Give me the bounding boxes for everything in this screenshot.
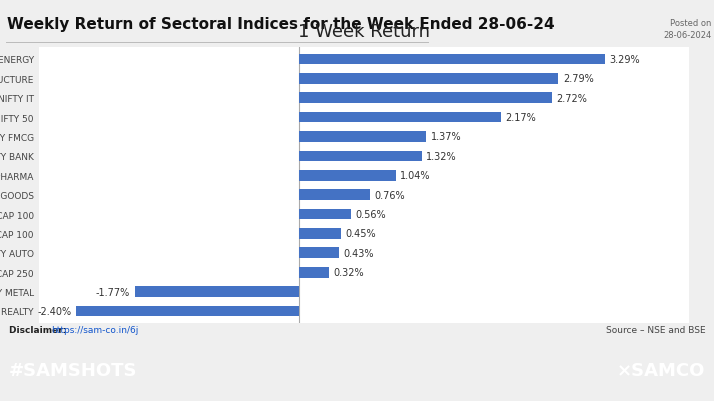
Text: -1.77%: -1.77% bbox=[96, 287, 130, 297]
Text: Weekly Return of Sectoral Indices for the Week Ended 28-06-24: Weekly Return of Sectoral Indices for th… bbox=[7, 16, 555, 32]
Text: 0.43%: 0.43% bbox=[343, 248, 374, 258]
Bar bbox=[299, 132, 426, 142]
Text: 0.56%: 0.56% bbox=[356, 209, 386, 219]
Bar bbox=[299, 248, 339, 259]
Bar bbox=[299, 151, 422, 162]
Text: #SAMSHOTS: #SAMSHOTS bbox=[9, 361, 137, 379]
Bar bbox=[135, 287, 299, 297]
Bar bbox=[299, 229, 341, 239]
Bar bbox=[299, 74, 558, 84]
Text: 3.29%: 3.29% bbox=[609, 55, 640, 65]
Text: -2.40%: -2.40% bbox=[38, 306, 71, 316]
Text: ×SAMCO: ×SAMCO bbox=[617, 361, 705, 379]
Text: https://sam-co.in/6j: https://sam-co.in/6j bbox=[51, 325, 139, 334]
Bar bbox=[299, 93, 552, 104]
Text: 2.72%: 2.72% bbox=[556, 93, 587, 103]
Text: Source – NSE and BSE: Source – NSE and BSE bbox=[605, 325, 705, 334]
Text: 2.79%: 2.79% bbox=[563, 74, 593, 84]
Text: 0.45%: 0.45% bbox=[346, 229, 376, 239]
Title: 1 Week Return: 1 Week Return bbox=[298, 23, 430, 41]
Bar bbox=[299, 209, 351, 220]
Text: 0.76%: 0.76% bbox=[374, 190, 405, 200]
Text: Posted on
28-06-2024: Posted on 28-06-2024 bbox=[663, 19, 711, 40]
Text: 2.17%: 2.17% bbox=[506, 113, 536, 123]
Text: 1.32%: 1.32% bbox=[426, 152, 457, 162]
Text: 1.37%: 1.37% bbox=[431, 132, 461, 142]
Bar bbox=[299, 190, 370, 200]
Text: 1.04%: 1.04% bbox=[401, 171, 431, 181]
Bar bbox=[299, 267, 329, 278]
Text: Disclaimer:: Disclaimer: bbox=[9, 325, 69, 334]
Bar bbox=[299, 170, 396, 181]
Bar bbox=[76, 306, 299, 316]
Text: 0.32%: 0.32% bbox=[333, 267, 364, 277]
Bar bbox=[299, 55, 605, 65]
Bar bbox=[299, 112, 501, 123]
